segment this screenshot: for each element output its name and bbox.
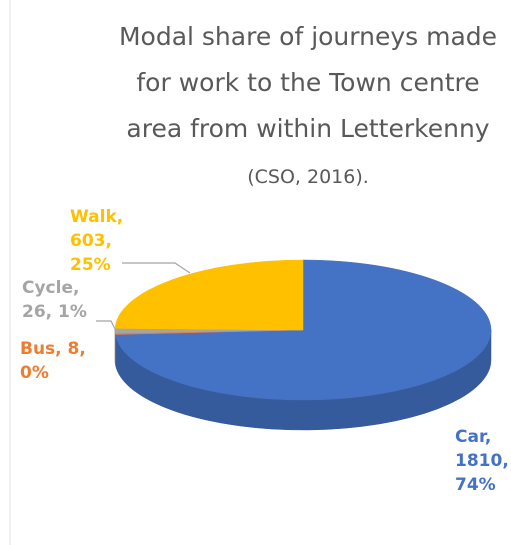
- leader-line: [96, 320, 118, 334]
- pie: [114, 259, 492, 431]
- slice: [114, 259, 304, 331]
- leader-lines: [96, 262, 191, 334]
- chart-title: Modal share of journeys made for work to…: [118, 14, 498, 200]
- data-label: Car, 1810, 74%: [455, 427, 509, 495]
- data-label: Walk, 603, 25%: [70, 207, 124, 275]
- data-label: Cycle, 26, 1%: [22, 278, 87, 322]
- leader-line: [122, 262, 191, 274]
- data-label: Bus, 8, 0%: [20, 339, 86, 383]
- title-text: Modal share of journeys made for work to…: [118, 22, 498, 143]
- title-source: (CSO, 2016).: [247, 166, 369, 188]
